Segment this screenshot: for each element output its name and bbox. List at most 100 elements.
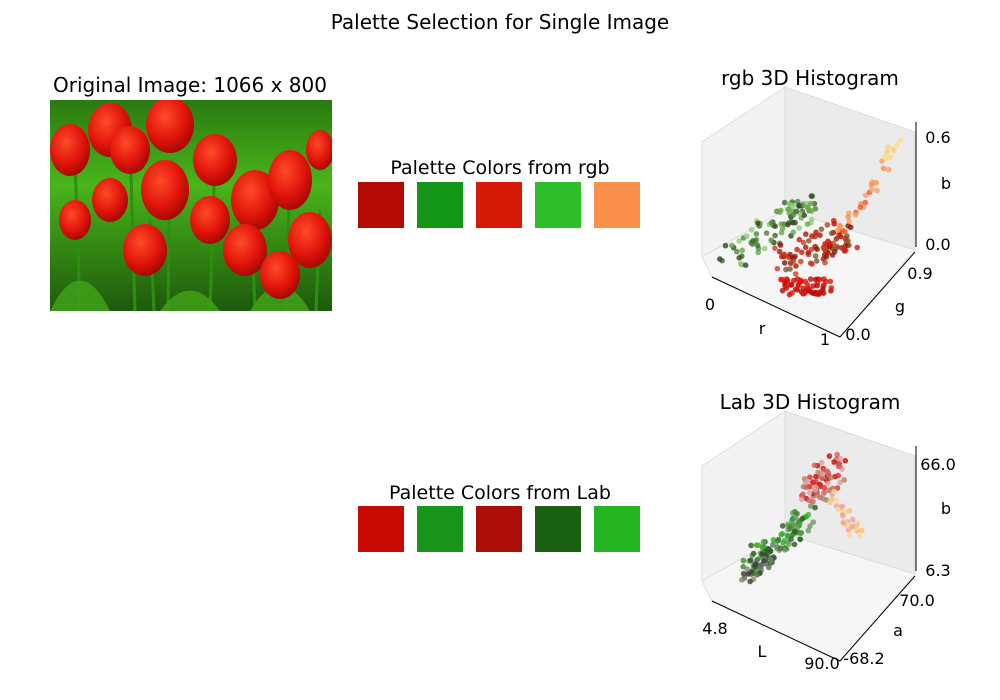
palette-swatch [417,182,463,228]
scatter-point [803,484,810,491]
scatter-point [842,247,849,254]
scatter-point [797,277,804,284]
scatter-point [788,536,794,542]
scatter-point [813,229,819,236]
scatter-point [801,212,807,218]
scatter-point [833,236,840,242]
scatter-point [821,490,827,496]
scatter-point [868,181,875,188]
scatter-point [790,521,797,528]
scatter-point [792,508,798,515]
scatter-point [766,564,772,571]
scatter-point [857,204,864,210]
scatter-point [826,453,833,459]
scatter-point [800,239,807,246]
scatter-point [790,229,797,235]
scatter-point [807,260,814,266]
palette-swatch [476,182,522,228]
scatter-point [831,459,837,465]
palette-swatch [358,506,404,552]
scatter-point [831,221,837,227]
scatter-point [859,527,865,534]
scatter-point [845,238,851,244]
rgb-x-tick-max: 1 [820,330,830,349]
scatter-point [854,244,860,251]
scatter-point [882,154,888,160]
scatter-point [802,278,809,285]
lab-z-tick-min: 6.3 [925,561,950,580]
scatter-point [852,212,859,218]
rgb-histogram-title: rgb 3D Histogram [721,66,899,90]
rgb-z-tick-min: 0.0 [925,235,950,254]
palette-swatch [476,506,522,552]
scatter-point [811,462,818,468]
scatter-point [717,256,723,262]
scatter-point [740,557,747,564]
scatter-point [845,223,851,229]
scatter-point [748,569,754,575]
scatter-point [874,187,880,194]
scatter-point [835,506,841,513]
scatter-point [768,220,775,226]
scatter-point [840,520,847,526]
lab-z-tick-max: 66.0 [920,455,956,474]
scatter-point [814,246,820,252]
scatter-point [873,180,880,186]
scatter-point [821,282,827,288]
scatter-point [798,258,804,265]
scatter-point [776,248,783,255]
scatter-point [778,276,784,283]
scatter-point [772,245,778,251]
scatter-point [820,290,827,296]
scatter-point [796,202,802,209]
palette-lab-title: Palette Colors from Lab [389,482,611,504]
scatter-point [798,496,805,503]
scatter-point [831,488,837,495]
scatter-point [813,473,819,480]
scatter-point [736,238,742,244]
scatter-point [845,214,851,220]
palette-rgb [358,182,644,230]
scatter-point [776,209,783,215]
scatter-point [774,265,781,272]
scatter-point [768,556,774,563]
rgb-z-label: b [941,174,951,193]
scatter-point [880,165,887,172]
scatter-point [846,508,853,514]
scatter-point [750,550,757,557]
scatter-point [840,228,846,234]
scatter-point [740,570,747,577]
palette-swatch [358,182,404,228]
scatter-point [810,283,816,289]
palette-rgb-title: Palette Colors from rgb [390,157,610,179]
scatter-point [767,548,774,554]
scatter-point [790,258,797,264]
scatter-point [791,528,798,535]
scatter-point [846,218,852,225]
scatter-point [754,242,761,248]
scatter-point [805,249,811,256]
scatter-point [778,531,784,538]
scatter-point [779,523,786,529]
scatter-point [840,512,846,519]
scatter-point [754,572,760,578]
scatter-point [836,463,843,470]
scatter-point [742,262,749,268]
scatter-point [779,225,786,232]
scatter-point [787,525,793,532]
scatter-point [797,530,804,537]
scatter-point [808,208,815,214]
scatter-point [814,280,821,287]
scatter-point [772,232,778,239]
lab-z-label: b [941,499,951,518]
scatter-point [748,557,754,564]
tulip-flowers [50,100,332,299]
scatter-point [814,258,820,264]
scatter-point [792,271,799,277]
palette-swatch [535,182,581,228]
scatter-point [812,253,819,259]
scatter-point [744,566,750,572]
scatter-point [897,137,904,143]
scatter-point [819,459,825,466]
scatter-point [808,289,814,295]
